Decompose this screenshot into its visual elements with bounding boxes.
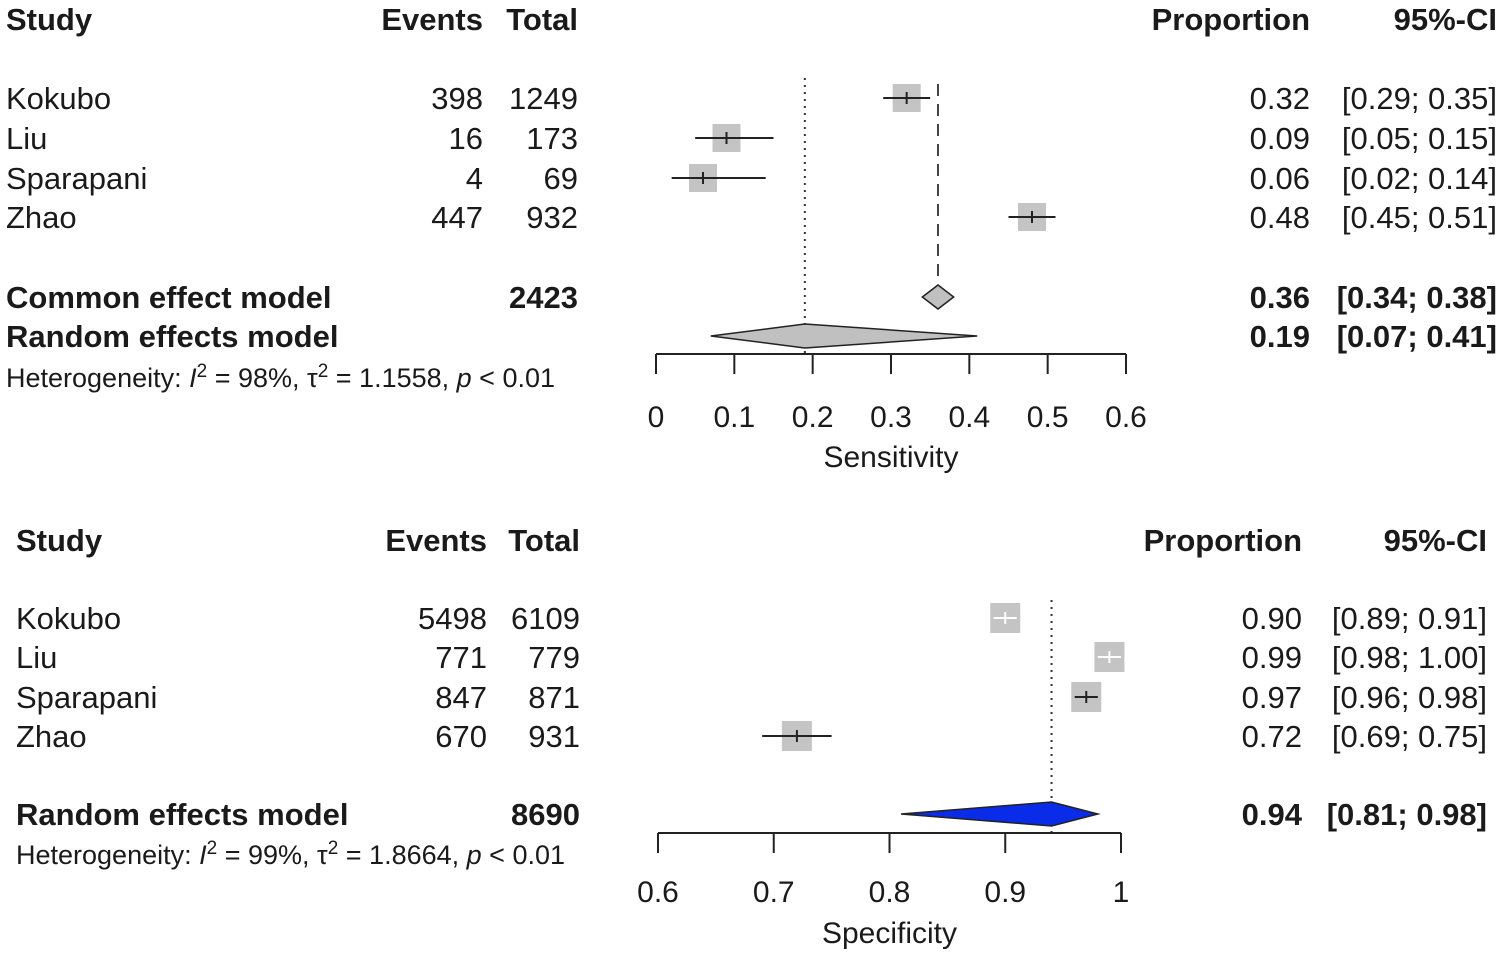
study-proportion: 0.90 <box>1242 601 1302 636</box>
study-name: Liu <box>16 640 57 675</box>
x-tick-label: 0.7 <box>753 876 795 909</box>
pooled-proportion: 0.94 <box>1242 797 1303 832</box>
pooled-proportion: 0.36 <box>1250 280 1310 315</box>
study-proportion: 0.48 <box>1250 200 1310 235</box>
study-total: 871 <box>528 680 580 715</box>
x-tick-label: 0.5 <box>1027 401 1069 434</box>
study-ci: [0.96; 0.98] <box>1332 680 1487 715</box>
study-ci: [0.98; 1.00] <box>1332 640 1487 675</box>
x-tick-label: 0.2 <box>792 401 834 434</box>
forest-panel-sensitivity: Study Events Total Proportion 95%-CI Kokubo 39… <box>6 2 1497 474</box>
study-ci: [0.29; 0.35] <box>1342 81 1497 116</box>
pooled-ci: [0.34; 0.38] <box>1337 280 1497 315</box>
pooled-ci: [0.81; 0.98] <box>1327 797 1487 832</box>
header-proportion: Proportion <box>1152 2 1310 37</box>
header-events: Events <box>381 2 483 37</box>
x-tick-label: 0.9 <box>984 876 1026 909</box>
pooled-diamond <box>921 284 955 310</box>
header-study: Study <box>16 523 103 558</box>
study-proportion: 0.09 <box>1250 121 1310 156</box>
study-events: 398 <box>431 81 483 116</box>
heterogeneity-text: Heterogeneity: I2 = 98%, τ2 = 1.1558, p … <box>6 361 555 394</box>
study-name: Kokubo <box>16 601 121 636</box>
study-ci: [0.69; 0.75] <box>1332 719 1487 754</box>
x-axis-label: Sensitivity <box>823 441 958 474</box>
study-total: 931 <box>528 719 580 754</box>
study-events: 771 <box>435 640 487 675</box>
pooled-ci: [0.07; 0.41] <box>1337 319 1497 354</box>
study-name: Sparapani <box>16 680 157 715</box>
x-tick-label: 0 <box>648 401 665 434</box>
study-name: Sparapani <box>6 161 147 196</box>
study-name: Zhao <box>6 200 77 235</box>
header-ci: 95%-CI <box>1394 2 1497 37</box>
x-tick-label: 0.6 <box>637 876 679 909</box>
study-total: 6109 <box>511 601 580 636</box>
pooled-total: 8690 <box>511 797 580 832</box>
x-tick-label: 1 <box>1113 876 1130 909</box>
study-ci: [0.89; 0.91] <box>1332 601 1487 636</box>
study-events: 16 <box>449 121 483 156</box>
study-name: Kokubo <box>6 81 111 116</box>
header-total: Total <box>506 2 578 37</box>
pooled-diamond <box>710 323 978 349</box>
study-total: 1249 <box>509 81 578 116</box>
x-axis-label: Specificity <box>822 917 957 950</box>
pooled-diamond <box>901 801 1101 827</box>
header-ci: 95%-CI <box>1384 523 1487 558</box>
x-tick-label: 0.8 <box>869 876 911 909</box>
pooled-label: Random effects model <box>6 319 338 354</box>
study-proportion: 0.32 <box>1250 81 1310 116</box>
x-tick-label: 0.3 <box>870 401 912 434</box>
forest-panel-specificity: Study Events Total Proportion 95%-CI Kokubo 54… <box>16 523 1487 950</box>
study-ci: [0.05; 0.15] <box>1342 121 1497 156</box>
study-proportion: 0.72 <box>1242 719 1302 754</box>
x-tick-label: 0.6 <box>1105 401 1147 434</box>
study-ci: [0.45; 0.51] <box>1342 200 1497 235</box>
study-total: 69 <box>544 161 578 196</box>
study-proportion: 0.06 <box>1250 161 1310 196</box>
study-name: Liu <box>6 121 47 156</box>
study-events: 4 <box>466 161 483 196</box>
study-events: 5498 <box>418 601 487 636</box>
study-ci: [0.02; 0.14] <box>1342 161 1497 196</box>
pooled-label: Random effects model <box>16 797 348 832</box>
header-total: Total <box>508 523 580 558</box>
study-events: 670 <box>435 719 487 754</box>
pooled-proportion: 0.19 <box>1250 319 1310 354</box>
study-total: 932 <box>526 200 578 235</box>
pooled-total: 2423 <box>509 280 578 315</box>
header-study: Study <box>6 2 93 37</box>
heterogeneity-text: Heterogeneity: I2 = 99%, τ2 = 1.8664, p … <box>16 838 565 871</box>
study-total: 173 <box>526 121 578 156</box>
study-total: 779 <box>528 640 580 675</box>
study-events: 847 <box>435 680 487 715</box>
x-tick-label: 0.1 <box>713 401 755 434</box>
x-tick-label: 0.4 <box>948 401 990 434</box>
pooled-label: Common effect model <box>6 280 332 315</box>
header-events: Events <box>385 523 487 558</box>
study-events: 447 <box>431 200 483 235</box>
study-proportion: 0.97 <box>1242 680 1302 715</box>
header-proportion: Proportion <box>1144 523 1302 558</box>
study-name: Zhao <box>16 719 87 754</box>
study-proportion: 0.99 <box>1242 640 1302 675</box>
